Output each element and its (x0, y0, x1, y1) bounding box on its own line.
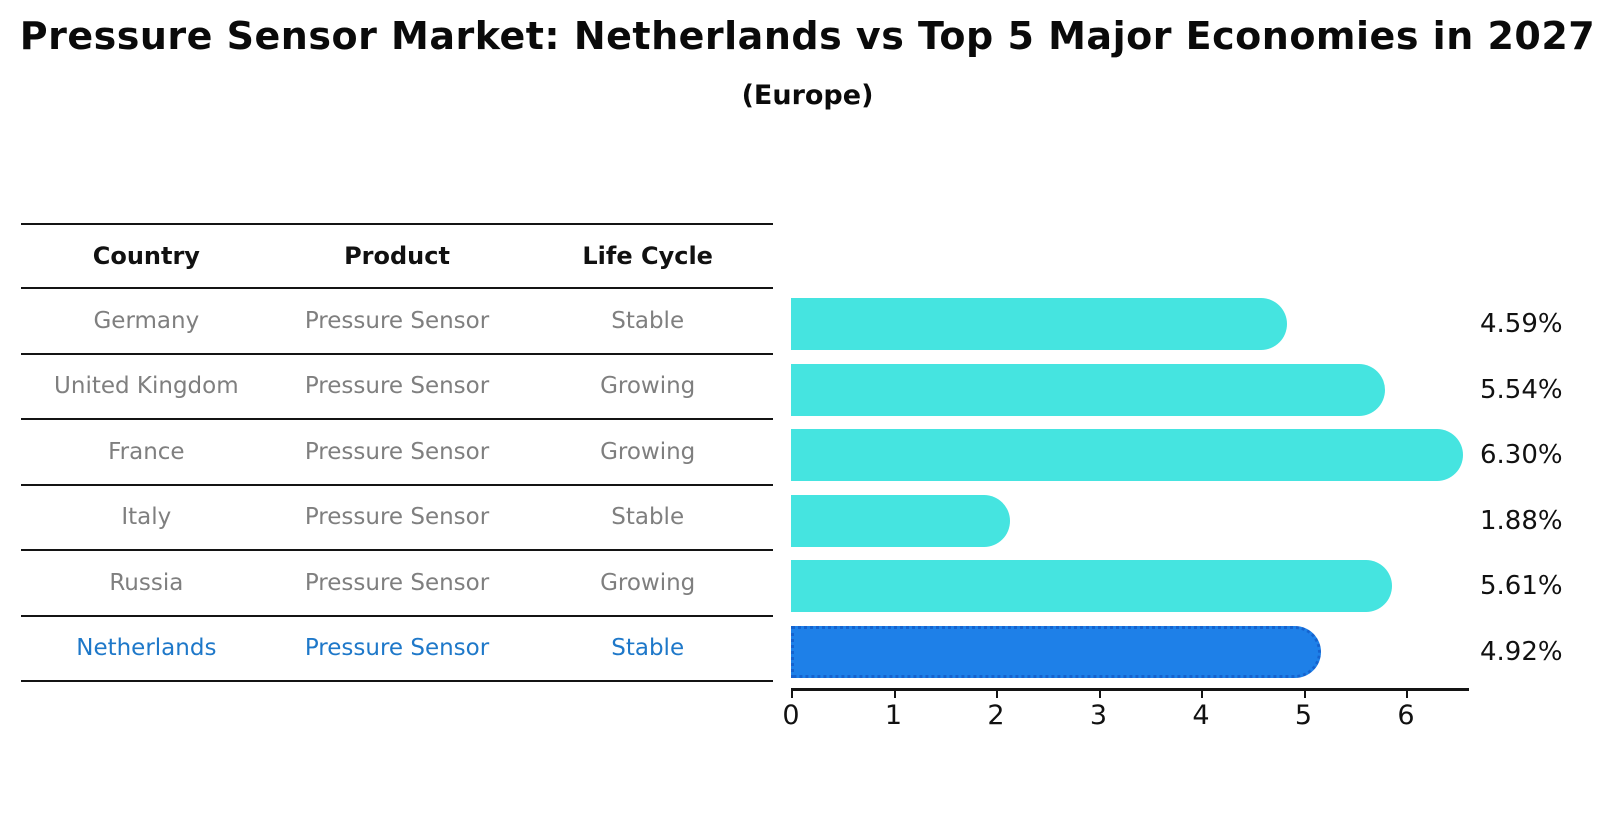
product-cell: Pressure Sensor (304, 504, 490, 531)
bar-netherlands (791, 625, 1322, 678)
x-axis-tick-label: 2 (987, 700, 1005, 731)
table-row-netherlands: Netherlands Pressure Sensor Stable (21, 617, 773, 682)
country-cell: Russia (109, 569, 184, 596)
bar-russia (791, 560, 1393, 612)
chart-title: Pressure Sensor Market: Netherlands vs T… (19, 14, 1596, 58)
bar-united-kingdom (791, 363, 1385, 416)
x-axis-tick-label: 4 (1192, 700, 1210, 731)
bar-france (791, 429, 1463, 481)
x-axis-tick-label: 6 (1397, 700, 1415, 731)
x-axis-tick-label: 1 (884, 700, 903, 731)
x-axis-tick (893, 688, 896, 698)
value-label-germany: 4.59% (1480, 309, 1563, 339)
product-cell: Pressure Sensor (304, 635, 490, 662)
lifecycle-cell: Growing (600, 438, 696, 465)
country-cell: France (108, 438, 185, 465)
product-cell: Pressure Sensor (304, 569, 490, 596)
x-axis-tick (791, 688, 793, 698)
value-label-france: 6.30% (1480, 440, 1563, 470)
comparison-table: Country Product Life Cycle Germany Pressu… (21, 223, 773, 682)
lifecycle-cell: Stable (611, 504, 685, 531)
bar-germany (791, 298, 1288, 350)
value-label-russia: 5.61% (1480, 571, 1563, 601)
country-cell: Germany (93, 307, 200, 334)
country-cell: Italy (121, 504, 172, 531)
column-header-life-cycle: Life Cycle (582, 242, 713, 270)
country-cell: United Kingdom (54, 373, 239, 400)
product-cell: Pressure Sensor (304, 438, 490, 465)
x-axis-tick-label: 3 (1089, 700, 1108, 731)
x-axis-line (791, 688, 1469, 691)
table-body: Germany Pressure Sensor Stable United Kingd… (21, 289, 773, 682)
x-axis-tick (1303, 688, 1306, 698)
column-header-product: Product (344, 242, 450, 270)
table-row-united-kingdom: United Kingdom Pressure Sensor Growing (21, 355, 773, 420)
table-row-italy: Italy Pressure Sensor Stable (21, 486, 773, 551)
value-label-italy: 1.88% (1480, 505, 1563, 536)
x-axis-tick-label: 0 (782, 700, 800, 731)
table-row-russia: Russia Pressure Sensor Growing (21, 551, 773, 617)
product-cell: Pressure Sensor (304, 373, 490, 400)
chart-subtitle: (Europe) (741, 80, 874, 111)
lifecycle-cell: Stable (611, 307, 685, 334)
table-row-france: France Pressure Sensor Growing (21, 420, 773, 486)
bar-italy (791, 494, 1010, 547)
product-cell: Pressure Sensor (304, 307, 490, 334)
lifecycle-cell: Growing (600, 373, 696, 400)
value-label-united-kingdom: 5.54% (1480, 374, 1563, 405)
column-header-country: Country (92, 242, 200, 270)
country-cell: Netherlands (76, 635, 217, 662)
lifecycle-cell: Stable (611, 635, 685, 662)
bar-plot-area: 4.59% 5.54% 6.30% 1.88% 5.61% 4.92% 0 1 2 3 4 5 6 (782, 223, 1591, 783)
x-axis-tick-label: 5 (1294, 700, 1313, 731)
table-row-germany: Germany Pressure Sensor Stable (21, 289, 773, 355)
table-header-row: Country Product Life Cycle (21, 223, 773, 289)
x-axis-tick (1406, 688, 1408, 698)
x-axis-tick (1201, 688, 1203, 698)
x-axis-tick (1098, 688, 1101, 698)
lifecycle-cell: Growing (600, 569, 696, 596)
x-axis-tick (996, 688, 998, 698)
value-label-netherlands: 4.92% (1480, 636, 1563, 667)
